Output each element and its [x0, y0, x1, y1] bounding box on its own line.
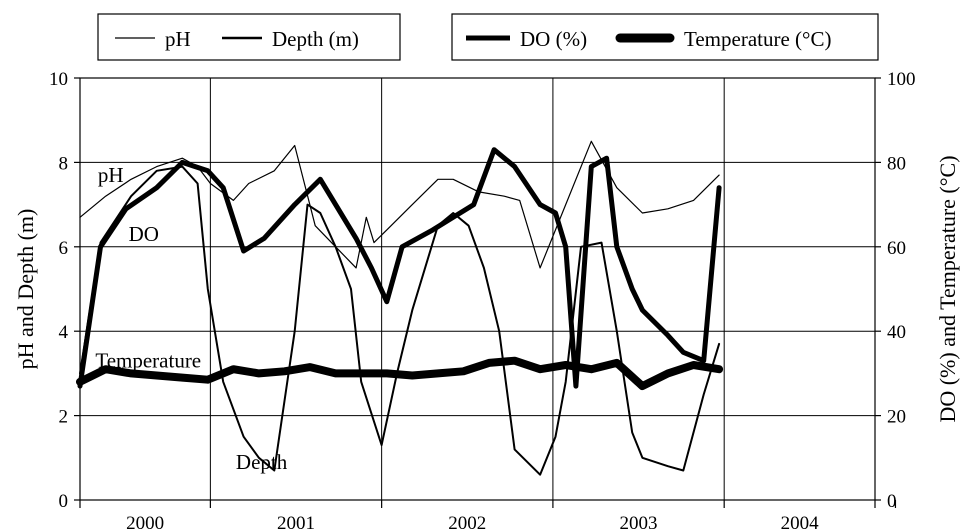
- left-tick-label: 6: [59, 238, 69, 259]
- left-tick-labels: 0 2 4 6 8 10: [49, 69, 69, 512]
- series-line-temperature-c: [76, 356, 724, 391]
- right-axis-label: DO (%) and Temperature (°C): [935, 155, 960, 422]
- legend-label-temperature: Temperature (°C): [684, 27, 831, 51]
- left-tick-label: 2: [59, 407, 69, 428]
- tick-marks: [74, 77, 897, 508]
- year-tick-label: 2002: [448, 513, 486, 532]
- right-tick-label: 80: [887, 153, 906, 174]
- right-tick-label: 20: [887, 407, 906, 428]
- legend-label-do: DO (%): [520, 27, 587, 51]
- left-axis-label: pH and Depth (m): [13, 209, 38, 370]
- year-tick-label: 2000: [126, 513, 164, 532]
- year-tick-label: 2001: [277, 513, 315, 532]
- right-tick-label: 60: [887, 238, 906, 259]
- legend-label-ph: pH: [165, 27, 191, 51]
- right-tick-label: 40: [887, 322, 906, 343]
- year-tick-label: 2004: [781, 513, 820, 532]
- annotations: pH DO Temperature Depth: [95, 163, 287, 474]
- left-tick-label: 4: [59, 322, 69, 343]
- right-tick-label: 0: [887, 491, 897, 512]
- series-layer: [76, 140, 724, 476]
- left-tick-label: 8: [59, 153, 69, 174]
- plot-area: [74, 77, 897, 508]
- annotation-ph: pH: [98, 163, 124, 187]
- legend-box-left: pH Depth (m): [97, 13, 401, 61]
- year-tick-labels: 2000 2001 2002 2003 2004: [126, 513, 819, 532]
- series-line-depth-m: [79, 165, 721, 476]
- left-tick-label: 0: [59, 491, 69, 512]
- annotation-depth: Depth: [236, 450, 288, 474]
- grid: [80, 78, 875, 500]
- series-line-do: [77, 147, 722, 389]
- annotation-do: DO: [129, 222, 159, 246]
- plot-frame: [79, 77, 876, 501]
- legend-box-right: DO (%) Temperature (°C): [451, 13, 879, 61]
- year-tick-label: 2003: [620, 513, 658, 532]
- right-tick-label: 100: [887, 69, 916, 90]
- annotation-temperature: Temperature: [95, 349, 201, 373]
- legend-label-depth: Depth (m): [272, 27, 359, 51]
- left-tick-label: 10: [49, 69, 68, 90]
- right-tick-labels: 0 20 40 60 80 100: [887, 69, 916, 512]
